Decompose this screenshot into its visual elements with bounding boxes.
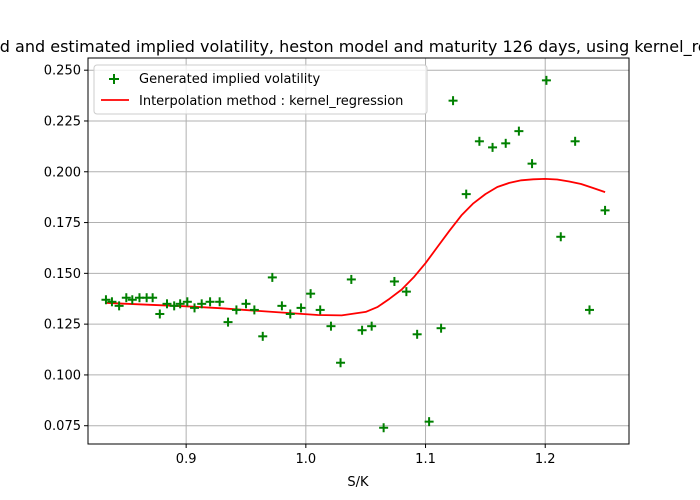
scatter-point — [436, 323, 446, 333]
scatter-point — [367, 321, 377, 331]
scatter-point — [514, 126, 524, 136]
x-tick-label: 1.1 — [415, 452, 436, 467]
scatter-point — [336, 358, 346, 368]
y-tick-label: 0.175 — [44, 216, 81, 231]
scatter-point — [296, 303, 306, 313]
scatter-point — [346, 274, 356, 284]
scatter-point — [205, 297, 215, 307]
scatter-point — [401, 287, 411, 297]
y-tick-label: 0.125 — [44, 318, 81, 333]
chart-title: Generated and estimated implied volatili… — [0, 37, 700, 57]
scatter-point — [148, 293, 158, 303]
y-tick-label: 0.200 — [44, 165, 81, 180]
plot-frame — [87, 57, 630, 445]
scatter-point — [155, 309, 165, 319]
y-tick-label: 0.250 — [44, 64, 81, 79]
x-axis-ticks: 0.9 1.0 1.1 1.2 — [176, 444, 556, 467]
legend-scatter-label: Generated implied volatility — [139, 72, 320, 87]
scatter-point — [448, 96, 458, 106]
x-tick-label: 0.9 — [176, 452, 197, 467]
scatter-point — [190, 303, 200, 313]
scatter-point — [501, 138, 511, 148]
scatter-point — [570, 136, 580, 146]
scatter-point — [197, 299, 207, 309]
scatter-point — [223, 317, 233, 327]
scatter-point — [461, 189, 471, 199]
scatter-point — [315, 305, 325, 315]
legend-box — [93, 64, 428, 115]
y-tick-label: 0.225 — [44, 114, 81, 129]
scatter-point — [326, 321, 336, 331]
legend-line-label: Interpolation method : kernel_regression — [139, 94, 403, 109]
x-tick-label: 1.0 — [295, 452, 316, 467]
scatter-point — [389, 276, 399, 286]
scatter-point — [541, 75, 551, 85]
scatter-point — [121, 293, 131, 303]
x-axis-label: S/K — [347, 475, 369, 490]
y-tick-label: 0.100 — [44, 368, 81, 383]
scatter-point — [169, 301, 179, 311]
scatter-point — [412, 329, 422, 339]
scatter-point — [556, 232, 566, 242]
scatter-point — [231, 305, 241, 315]
scatter-point — [127, 295, 137, 305]
scatter-point — [182, 297, 192, 307]
scatter-point — [249, 305, 259, 315]
scatter-point — [285, 309, 295, 319]
scatter-point — [267, 272, 277, 282]
legend: Generated implied volatility Interpolati… — [93, 64, 428, 115]
y-axis-ticks: 0.075 0.100 0.125 0.150 0.175 0.200 0.225 0.250 — [44, 64, 88, 434]
scatter-point — [474, 136, 484, 146]
scatter-point — [258, 331, 268, 341]
scatter-point — [306, 289, 316, 299]
scatter-point — [379, 423, 389, 433]
scatter-point — [215, 297, 225, 307]
scatter-point — [114, 301, 124, 311]
scatter-point — [162, 299, 172, 309]
scatter-point — [101, 295, 111, 305]
scatter-point — [241, 299, 251, 309]
scatter-point — [277, 301, 287, 311]
scatter-series — [101, 75, 610, 433]
x-tick-label: 1.2 — [535, 452, 556, 467]
scatter-point — [585, 305, 595, 315]
scatter-point — [175, 299, 185, 309]
scatter-point — [600, 205, 610, 215]
grid-lines — [88, 58, 629, 444]
y-tick-label: 0.150 — [44, 267, 81, 282]
scatter-point — [488, 142, 498, 152]
y-tick-label: 0.075 — [44, 419, 81, 434]
scatter-point — [107, 297, 117, 307]
scatter-point — [424, 417, 434, 427]
scatter-point — [357, 325, 367, 335]
legend-scatter-marker — [109, 74, 119, 84]
scatter-point — [527, 159, 537, 169]
